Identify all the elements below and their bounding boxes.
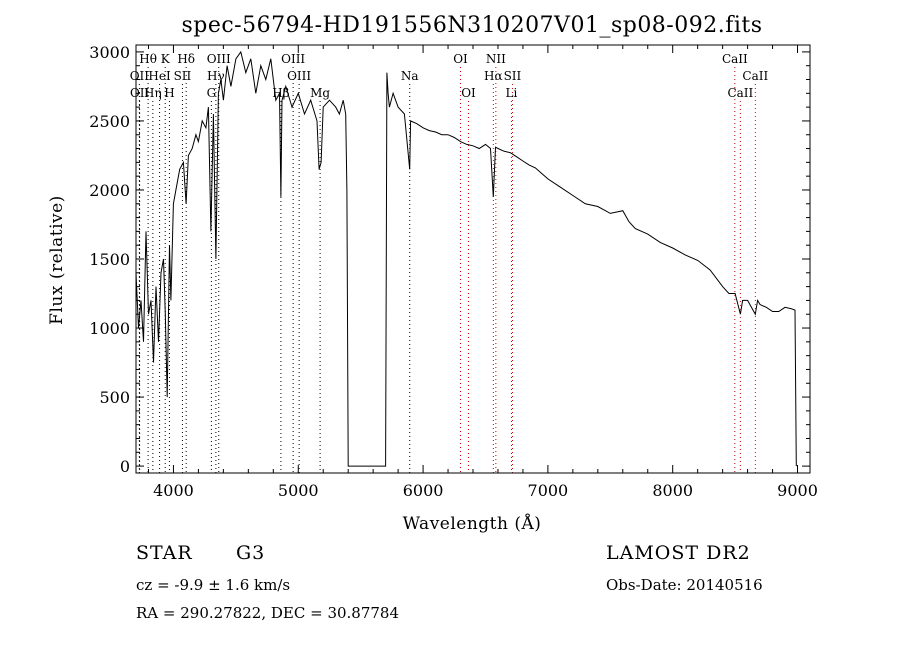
object-class: STAR [136,542,193,564]
marker-label-18: Hη [144,86,162,100]
y-axis-label: Flux (relative) [47,195,67,325]
marker-label-11: Hγ [207,69,225,83]
marker-label-24: Li [506,86,518,100]
x-tick-label-2: 6000 [403,481,444,500]
marker-label-23: OI [461,86,476,100]
coordinates-readout: RA = 290.27822, DEC = 30.87784 [136,604,400,622]
marker-label-0: Hθ [139,52,157,66]
axes: 4000 5000 6000 7000 8000 9000 0 500 1000 1500 2000… [89,43,818,500]
survey-name: LAMOST DR2 [606,542,751,564]
marker-label-9: HeI [148,69,171,83]
marker-label-22: Mg [310,86,330,100]
marker-label-12: OIII [287,69,311,83]
plot-frame [135,44,811,474]
marker-label-6: NII [486,52,506,66]
marker-label-10: SII [174,69,192,83]
marker-label-20: G [207,86,217,100]
y-tick-label-0: 0 [120,457,130,476]
marker-label-15: SII [504,69,522,83]
marker-label-16: CaII [742,69,768,83]
y-tick-label-6: 3000 [89,43,130,62]
marker-label-7: CaII [722,52,748,66]
y-tick-label-1: 500 [99,388,130,407]
marker-label-25: CaII [727,86,753,100]
y-tick-label-4: 2000 [89,181,130,200]
y-tick-label-2: 1000 [89,319,130,338]
marker-label-2: Hδ [177,52,195,66]
redshift-readout: cz = -9.9 ± 1.6 km/s [136,576,291,594]
x-tick-label-3: 7000 [528,481,569,500]
x-tick-label-1: 5000 [278,481,319,500]
y-tick-label-3: 1500 [89,250,130,269]
object-subclass: G3 [236,542,266,564]
spectrum-series-line [135,50,797,467]
marker-label-4: OIII [281,52,305,66]
marker-label-1: K [161,52,171,66]
x-axis-label: Wavelength (Å) [403,513,542,534]
marker-label-19: H [164,86,174,100]
marker-label-3: OIII [207,52,231,66]
y-tick-label-5: 2500 [89,112,130,131]
marker-label-13: Na [401,69,419,83]
marker-label-14: Hα [484,69,503,83]
observation-date: Obs-Date: 20140516 [606,576,763,594]
x-tick-label-5: 9000 [777,481,818,500]
marker-label-5: OI [453,52,468,66]
marker-label-8: OII [130,69,150,83]
x-tick-label-4: 8000 [652,481,693,500]
chart-title: spec-56794-HD191556N310207V01_sp08-092.f… [181,13,762,38]
x-tick-label-0: 4000 [153,481,194,500]
